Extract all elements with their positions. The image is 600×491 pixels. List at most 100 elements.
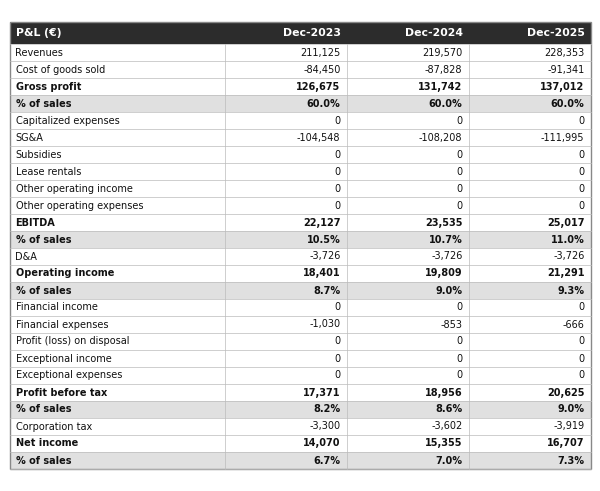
Bar [10, 146, 590, 163]
Text: Lease rentals: Lease rentals [16, 166, 81, 176]
Text: 0: 0 [334, 302, 341, 312]
Text: -1,030: -1,030 [310, 320, 341, 329]
Text: Corporation tax: Corporation tax [16, 421, 92, 432]
Text: 0: 0 [334, 115, 341, 126]
Text: 0: 0 [334, 166, 341, 176]
Bar [10, 418, 590, 435]
Text: -87,828: -87,828 [425, 64, 463, 75]
Text: 228,353: 228,353 [544, 48, 584, 57]
Text: 8.7%: 8.7% [313, 285, 341, 296]
Bar [10, 197, 590, 214]
Text: 11.0%: 11.0% [551, 235, 584, 245]
Bar [10, 95, 590, 112]
Bar [10, 231, 590, 248]
Text: Exceptional income: Exceptional income [16, 354, 111, 363]
Text: 25,017: 25,017 [547, 218, 584, 227]
Text: 17,371: 17,371 [303, 387, 341, 398]
Bar [10, 129, 590, 146]
Text: 0: 0 [578, 354, 584, 363]
Text: 7.3%: 7.3% [557, 456, 584, 465]
Text: 0: 0 [457, 184, 463, 193]
Bar [10, 163, 590, 180]
Bar [10, 22, 590, 44]
Text: -3,919: -3,919 [553, 421, 584, 432]
Text: 19,809: 19,809 [425, 269, 463, 278]
Bar [10, 435, 590, 452]
Text: 0: 0 [334, 371, 341, 381]
Text: Dec-2024: Dec-2024 [404, 28, 463, 38]
Bar [10, 265, 590, 282]
Text: -91,341: -91,341 [547, 64, 584, 75]
Text: 0: 0 [457, 354, 463, 363]
Bar [10, 61, 590, 78]
Text: Revenues: Revenues [16, 48, 64, 57]
Text: 0: 0 [334, 200, 341, 211]
Bar [10, 350, 590, 367]
Text: 0: 0 [457, 200, 463, 211]
Text: % of sales: % of sales [16, 456, 71, 465]
Text: Dec-2023: Dec-2023 [283, 28, 341, 38]
Text: 9.0%: 9.0% [436, 285, 463, 296]
Text: 18,401: 18,401 [303, 269, 341, 278]
Text: Other operating income: Other operating income [16, 184, 133, 193]
Text: 0: 0 [334, 336, 341, 347]
Text: 21,291: 21,291 [547, 269, 584, 278]
Text: 0: 0 [578, 149, 584, 160]
Text: Profit (loss) on disposal: Profit (loss) on disposal [16, 336, 129, 347]
Text: 0: 0 [578, 115, 584, 126]
Text: P&L (€): P&L (€) [16, 28, 61, 38]
Text: 8.2%: 8.2% [313, 405, 341, 414]
Bar [10, 214, 590, 231]
Text: 20,625: 20,625 [547, 387, 584, 398]
Text: 0: 0 [334, 149, 341, 160]
Text: % of sales: % of sales [16, 405, 71, 414]
Text: -104,548: -104,548 [297, 133, 341, 142]
Text: -853: -853 [440, 320, 463, 329]
Text: Capitalized expenses: Capitalized expenses [16, 115, 119, 126]
Text: 0: 0 [578, 184, 584, 193]
Text: Dec-2025: Dec-2025 [527, 28, 584, 38]
Text: SG&A: SG&A [16, 133, 43, 142]
Text: Gross profit: Gross profit [16, 82, 81, 91]
Bar [10, 316, 590, 333]
Text: Profit before tax: Profit before tax [16, 387, 107, 398]
Text: -111,995: -111,995 [541, 133, 584, 142]
Text: Exceptional expenses: Exceptional expenses [16, 371, 122, 381]
Text: 0: 0 [578, 200, 584, 211]
Text: EBITDA: EBITDA [16, 218, 55, 227]
Text: Net income: Net income [16, 438, 78, 448]
Bar [10, 299, 590, 316]
Text: 126,675: 126,675 [296, 82, 341, 91]
Text: Financial expenses: Financial expenses [16, 320, 108, 329]
Bar [10, 401, 590, 418]
Text: Other operating expenses: Other operating expenses [16, 200, 143, 211]
Text: -3,726: -3,726 [309, 251, 341, 262]
Text: Subsidies: Subsidies [16, 149, 62, 160]
Text: Operating income: Operating income [16, 269, 114, 278]
Text: 137,012: 137,012 [540, 82, 584, 91]
Text: 7.0%: 7.0% [436, 456, 463, 465]
Text: 0: 0 [334, 354, 341, 363]
Text: 9.0%: 9.0% [557, 405, 584, 414]
Text: 0: 0 [578, 371, 584, 381]
Text: -3,726: -3,726 [431, 251, 463, 262]
Bar [10, 248, 590, 265]
Text: Financial income: Financial income [16, 302, 97, 312]
Text: 60.0%: 60.0% [551, 99, 584, 109]
Text: -108,208: -108,208 [419, 133, 463, 142]
Text: 131,742: 131,742 [418, 82, 463, 91]
Text: 23,535: 23,535 [425, 218, 463, 227]
Text: 0: 0 [457, 371, 463, 381]
Text: 60.0%: 60.0% [307, 99, 341, 109]
Bar [10, 44, 590, 61]
Text: 0: 0 [334, 184, 341, 193]
Text: 211,125: 211,125 [300, 48, 341, 57]
Text: 0: 0 [578, 336, 584, 347]
Text: % of sales: % of sales [16, 285, 71, 296]
Text: D&A: D&A [16, 251, 37, 262]
Text: -3,726: -3,726 [553, 251, 584, 262]
Text: 14,070: 14,070 [303, 438, 341, 448]
Text: 0: 0 [457, 302, 463, 312]
Text: 60.0%: 60.0% [429, 99, 463, 109]
Text: 6.7%: 6.7% [314, 456, 341, 465]
